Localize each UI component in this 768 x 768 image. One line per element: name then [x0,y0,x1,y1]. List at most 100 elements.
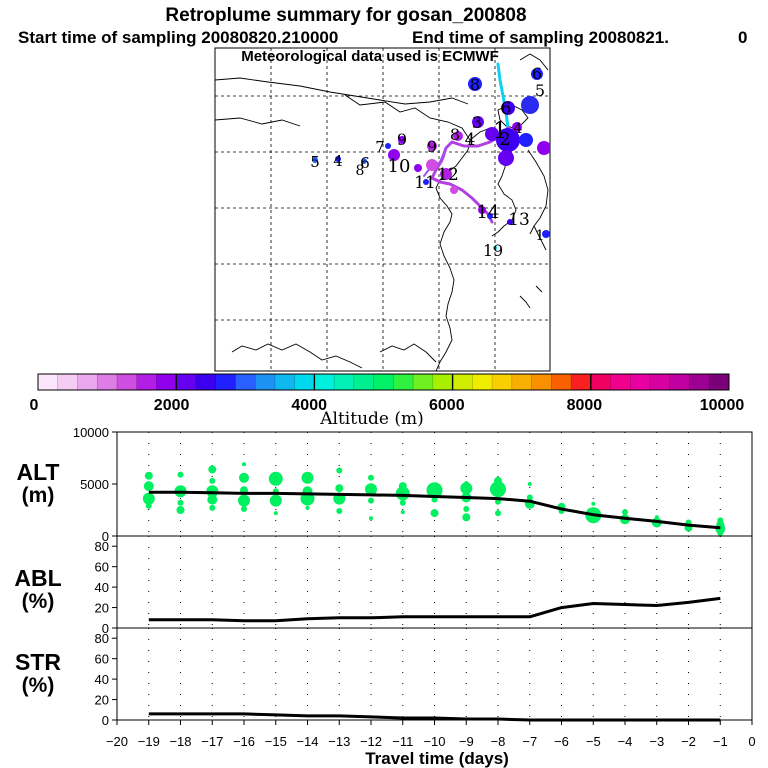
trajectory-dot [487,213,493,219]
x-tick-label: −7 [522,734,537,749]
trajectory-day-label: 4 [465,130,476,150]
alt-point [365,483,377,496]
trajectory-dot [507,219,513,225]
alt-point [144,471,153,480]
alt-point [526,494,533,501]
colorbar-swatch [294,374,315,390]
trajectory-dot [501,101,515,115]
alt-point [395,486,410,501]
alt-ytick-label: 5000 [80,477,109,492]
trajectory-dot [519,133,533,147]
trajectory-dot [426,159,438,171]
x-tick-label: −2 [681,734,696,749]
alt-point [591,501,596,506]
colorbar-tick-label: 2000 [154,397,190,414]
colorbar-swatch [689,374,710,390]
trajectory-dot [498,150,514,166]
x-tick-label: −5 [586,734,601,749]
colorbar-swatch [650,374,671,390]
colorbar-tick-label: 6000 [429,397,465,414]
str-ytick-label: 20 [95,693,109,708]
trajectory-dot [440,168,452,180]
trajectory-dot [521,96,539,114]
alt-mean-line [148,490,721,530]
trajectory-dot [472,116,484,128]
alt-point [369,516,373,521]
alt-point [268,471,283,486]
trajectory-day-label: 1 [493,119,507,144]
colorbar-swatch [38,374,59,390]
colorbar-swatch [472,374,493,390]
trajectory-dot [414,164,422,172]
colorbar-swatch [274,374,296,390]
abl-frame [116,535,753,629]
colorbar-swatch [669,374,690,390]
start-time-title: Start time of sampling 20080820.210000 [18,28,338,47]
colorbar-swatch [116,374,138,390]
colorbar-swatch [590,374,611,390]
str-ytick-label: 0 [102,713,109,728]
alt-point [426,482,443,499]
alt-point [301,471,314,484]
map-gridlines [215,48,550,371]
coastlines [215,53,549,371]
colorbar-swatch [353,374,375,390]
trajectory-dot [542,230,550,238]
trajectory-day-label: 6 [501,99,512,119]
map-frame [214,47,551,372]
trajectory-day-label: 12 [437,165,459,185]
colorbar-swatch [57,374,78,390]
colorbar-swatch [195,374,217,390]
abl-ytick-label: 80 [95,539,109,554]
abl-line [148,596,721,623]
alt-point [239,472,249,483]
colorbar-swatch [176,374,197,390]
alt-point [207,494,218,505]
abl-ytick-label: 0 [102,621,109,636]
alt-point [336,467,343,474]
colorbar-swatch [97,374,118,390]
abl-panel-label: ABL [14,565,61,591]
abl-ytick-label: 20 [95,601,109,616]
trajectory-day-label: 8 [450,125,460,144]
colorbar-swatch [334,374,355,390]
alt-point [209,504,216,511]
trajectory-markers [312,68,550,250]
alt-point [490,481,506,498]
alt-point [335,484,344,493]
trajectory-dot [398,136,406,144]
x-tick-label: −12 [360,734,382,749]
alt-ytick-label: 0 [102,529,109,544]
trajectory-dot [468,77,482,91]
colorbar-swatch [373,374,394,390]
trajectory-day-label: 13 [508,210,530,230]
x-tick-label: −18 [169,734,191,749]
alt-point [143,481,154,492]
trajectory-day-label: 9 [427,137,437,156]
trajectory-day-label: 6 [360,154,370,172]
alt-panel-label: ALT [16,459,59,485]
colorbar-swatch [432,374,453,390]
trajectory-day-label: 10 [388,156,411,177]
colorbar-swatch [551,374,572,390]
trajectory-dot [388,149,400,161]
colorbar-swatch [709,374,730,390]
trajectory-day-label: 14 [477,202,500,223]
trajectory-dot [496,128,520,152]
x-tick-label: −9 [459,734,474,749]
x-tick-label: −4 [618,734,633,749]
alt-point [242,462,246,467]
x-tick-label: −13 [328,734,350,749]
alt-panel: 0 5000 10000 [73,425,753,544]
alt-point [209,477,216,484]
trajectory-dot [478,206,486,214]
trajectory-day-label: 6 [532,64,542,83]
colorbar-swatch [314,374,335,390]
x-tick-label: −20 [106,734,128,749]
trajectory-dot [450,186,458,194]
str-frame [116,627,753,721]
trajectory-dot [423,179,429,185]
abl-panel: 0 20 40 60 80 [95,535,753,636]
